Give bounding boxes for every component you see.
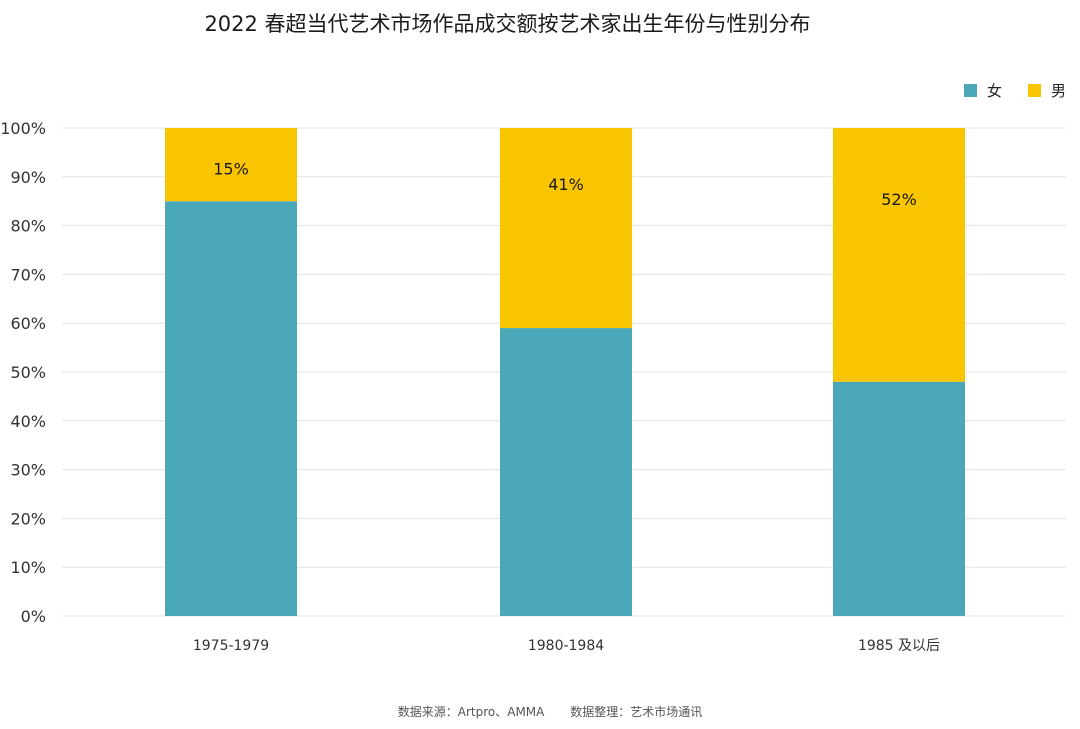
x-tick-label: 1980-1984: [528, 638, 604, 654]
legend: 女 男: [963, 80, 1066, 101]
y-tick-label: 30%: [10, 461, 46, 480]
data-source-text: 数据来源：Artpro、AMMA: [397, 705, 545, 719]
chart-title: 2022 春超当代艺术市场作品成交额按艺术家出生年份与性别分布: [204, 12, 811, 36]
x-tick-label: 1985 及以后: [858, 638, 940, 654]
bar-male: [833, 128, 965, 382]
legend-label-male: 男: [1050, 82, 1066, 100]
y-tick-label: 50%: [10, 363, 46, 382]
y-tick-label: 20%: [10, 509, 46, 528]
y-tick-label: 100%: [0, 119, 46, 138]
bar-male: [500, 128, 632, 329]
y-tick-label: 80%: [10, 217, 46, 236]
y-tick-label: 60%: [10, 314, 46, 333]
bar-female: [833, 381, 965, 616]
data-label: 52%: [881, 190, 917, 209]
x-tick-label: 1975-1979: [193, 638, 269, 654]
bar-female: [500, 328, 632, 616]
bar-male: [165, 128, 297, 202]
data-label: 41%: [548, 175, 584, 194]
legend-item-male: 男: [1027, 80, 1066, 101]
data-label: 15%: [213, 159, 249, 178]
legend-label-female: 女: [986, 82, 1002, 100]
y-tick-label: 10%: [10, 558, 46, 577]
y-tick-label: 90%: [10, 168, 46, 187]
legend-swatch-male: [1027, 84, 1041, 97]
compiled-by-text: 数据整理：艺术市场通讯: [570, 705, 703, 719]
legend-swatch-female: [963, 84, 977, 97]
legend-item-female: 女: [963, 80, 1002, 101]
y-tick-label: 40%: [10, 412, 46, 431]
y-tick-label: 0%: [21, 607, 46, 626]
bar-female: [165, 201, 297, 616]
y-tick-label: 70%: [10, 265, 46, 284]
source-note: 数据来源：Artpro、AMMA 数据整理：艺术市场通讯: [0, 703, 1080, 720]
